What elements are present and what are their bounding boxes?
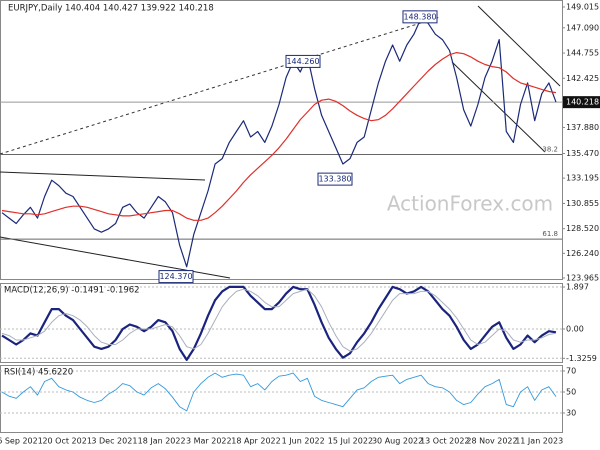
annotation-box: [285, 54, 321, 68]
y-tick-label: 142.425: [566, 74, 599, 83]
y-tick-label: 149.015: [566, 2, 599, 11]
rsi-panel: [0, 365, 563, 433]
level-label: 61.8: [542, 230, 558, 238]
y-tick-label: 123.965: [566, 273, 599, 282]
annotation-box: [402, 10, 438, 24]
annotation-label: 124.370: [159, 272, 192, 281]
macd-panel: [0, 283, 563, 363]
annotation-label: 133.380: [318, 175, 351, 184]
watermark: ActionForex.com: [387, 192, 553, 216]
trend-line: [451, 61, 546, 153]
x-tick-label: 13 Oct 2022: [420, 437, 469, 446]
y-tick-label: 50: [566, 387, 576, 396]
x-tick-label: 6 Sep 2021: [0, 437, 43, 446]
x-tick-label: 11 Jan 2023: [515, 437, 563, 446]
y-tick-label: 130.855: [566, 199, 599, 208]
trend-line: [0, 16, 441, 155]
y-tick-label: 126.240: [566, 249, 599, 258]
y-tick-label: -1.3259: [566, 354, 597, 363]
annotation-box: [317, 172, 353, 186]
y-tick-label: 70: [566, 366, 576, 375]
annotation-label: 144.260: [286, 57, 319, 66]
annotation-label: 148.380: [403, 12, 436, 21]
series-line: [1, 285, 557, 361]
macd-title: MACD(12,26,9) -0.1491 -0.1962: [4, 286, 140, 296]
trend-line: [0, 171, 206, 181]
y-tick-label: 0.00: [566, 324, 584, 333]
price-panel: [0, 0, 563, 280]
series-line: [1, 288, 557, 352]
x-tick-label: 3 Mar 2022: [186, 437, 232, 446]
x-tick-label: 1 Jun 2022: [282, 437, 325, 446]
annotation-box: [158, 270, 194, 284]
x-tick-label: 3 Dec 2021: [91, 437, 137, 446]
y-tick-label: 133.195: [566, 174, 599, 183]
y-tick-label: 144.755: [566, 49, 599, 58]
y-tick-label: 1.897: [566, 283, 589, 292]
series-line: [1, 372, 557, 412]
x-tick-label: 18 Apr 2022: [231, 437, 280, 446]
x-tick-label: 30 Aug 2022: [372, 437, 423, 446]
x-tick-label: 18 Jan 2022: [138, 437, 186, 446]
series-line: [1, 17, 557, 268]
level-label: 38.2: [542, 145, 558, 153]
last-price-label: 140.218: [566, 98, 599, 107]
last-price-box: [563, 96, 600, 109]
x-tick-label: 15 Jul 2022: [328, 437, 373, 446]
price-title: EURJPY,Daily 140.404 140.427 139.922 140…: [8, 4, 214, 14]
y-tick-label: 30: [566, 408, 576, 417]
rsi-title: RSI(14) 45.6220: [4, 368, 73, 378]
x-tick-label: 28 Nov 2022: [466, 437, 517, 446]
trend-line: [477, 5, 561, 87]
series-line: [1, 52, 557, 221]
y-tick-label: 137.880: [566, 123, 599, 132]
y-tick-label: 135.470: [566, 149, 599, 158]
y-tick-label: 147.090: [566, 23, 599, 32]
y-tick-label: 128.520: [566, 224, 599, 233]
x-tick-label: 20 Oct 2021: [42, 437, 91, 446]
